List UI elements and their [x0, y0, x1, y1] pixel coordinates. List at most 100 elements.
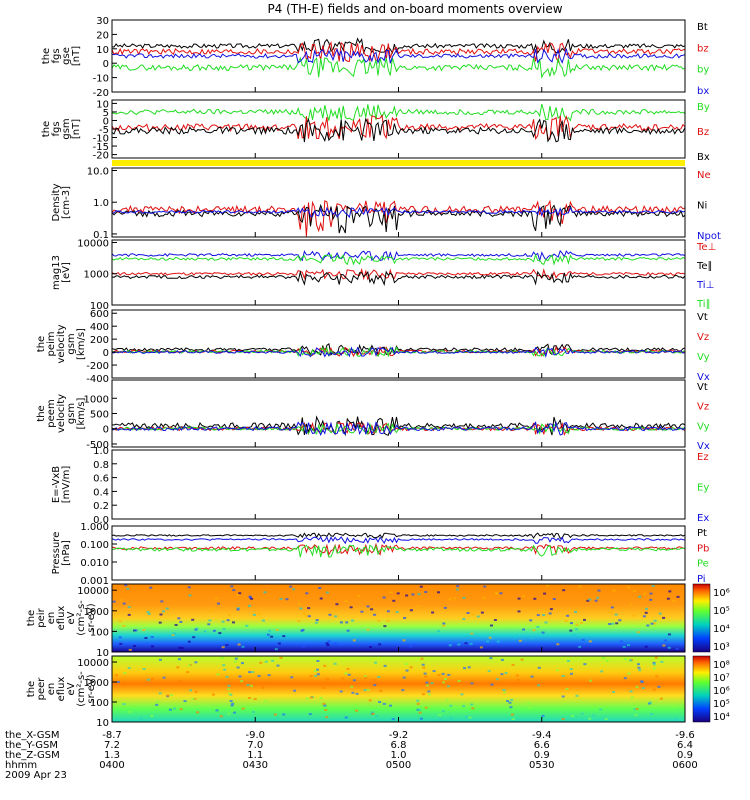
- heatmap-speck: [314, 621, 318, 624]
- heatmap-speck: [588, 717, 592, 720]
- heatmap-speck: [382, 702, 386, 705]
- heatmap-speck: [467, 666, 471, 669]
- heatmap-speck: [377, 619, 381, 622]
- panel-frame: [111, 379, 686, 448]
- heatmap-speck: [304, 614, 308, 617]
- heatmap-speck: [581, 638, 585, 641]
- y-axis-label-line: E=-VxB: [51, 466, 62, 503]
- heatmap-speck: [119, 620, 123, 623]
- heatmap-speck: [422, 666, 426, 669]
- heatmap-speck: [144, 637, 148, 639]
- y-axis-label-line: the: [26, 610, 37, 626]
- heatmap-speck: [189, 689, 193, 692]
- heatmap-speck: [231, 702, 235, 705]
- heatmap-speck: [386, 620, 390, 622]
- heatmap-speck: [427, 693, 431, 696]
- heatmap-speck: [207, 623, 211, 626]
- heatmap-speck: [438, 714, 442, 717]
- heatmap-speck: [325, 642, 329, 645]
- heatmap-speck: [423, 672, 427, 675]
- heatmap-speck: [250, 684, 253, 687]
- y-axis-label-line: sr-eV): [86, 674, 97, 703]
- footer-value: -9.0: [245, 730, 265, 741]
- series-line-By: [111, 103, 686, 122]
- heatmap-speck: [297, 602, 301, 605]
- heatmap-speck: [122, 602, 126, 605]
- legend-entry-Ti∥: Ti∥: [696, 299, 711, 310]
- heatmap-speck: [574, 611, 577, 613]
- heatmap-speck: [279, 597, 283, 600]
- heatmap-speck: [561, 718, 565, 721]
- heatmap-speck: [653, 619, 657, 622]
- footer-value: 0600: [672, 760, 697, 771]
- heatmap-speck: [247, 697, 251, 699]
- heatmap-speck: [552, 598, 556, 600]
- heatmap-speck: [194, 661, 198, 664]
- y-axis-label-line: [cm-3]: [61, 186, 72, 219]
- heatmap-speck: [230, 704, 234, 707]
- heatmap-speck: [273, 713, 277, 716]
- footer-value: 6.8: [391, 740, 407, 751]
- heatmap-speck: [344, 716, 348, 719]
- heatmap-speck: [370, 608, 374, 611]
- heatmap-speck: [233, 660, 237, 663]
- heatmap-speck: [192, 636, 196, 639]
- legend-entry-Te∥: Te∥: [696, 261, 713, 272]
- heatmap-speck: [627, 644, 630, 647]
- heatmap-speck: [355, 709, 359, 712]
- heatmap-speck: [127, 666, 131, 669]
- heatmap-speck: [417, 605, 421, 608]
- heatmap-speck: [315, 619, 319, 622]
- footer-value: 0.9: [677, 750, 693, 761]
- y-axis-label-line: the: [26, 681, 37, 697]
- heatmap-speck: [172, 632, 176, 635]
- heatmap-speck: [471, 613, 475, 616]
- heatmap-speck: [462, 705, 466, 708]
- heatmap-speck: [325, 591, 329, 594]
- heatmap-speck: [349, 606, 353, 609]
- heatmap-speck: [250, 597, 254, 600]
- heatmap-speck: [119, 599, 123, 602]
- heatmap-speck: [564, 619, 568, 622]
- heatmap-speck: [487, 670, 491, 673]
- y-axis-label: the peer en eflux eV (cm²-s-sr-eV): [26, 671, 97, 707]
- heatmap-speck: [236, 666, 240, 669]
- heatmap-peer-eflux: [112, 656, 685, 722]
- legend-entry-Ni: Ni: [697, 201, 707, 212]
- heatmap-speck: [396, 592, 400, 595]
- heatmap-speck: [155, 703, 159, 706]
- heatmap-speck: [215, 709, 219, 712]
- heatmap-speck: [591, 643, 595, 646]
- heatmap-speck: [580, 712, 584, 715]
- heatmap-speck: [634, 714, 638, 717]
- y-axis-label: the peim velocity gsm [km/s]: [36, 324, 87, 363]
- heatmap-speck: [339, 621, 343, 624]
- heatmap-speck: [158, 621, 162, 624]
- heatmap-speck: [644, 611, 648, 614]
- heatmap-speck: [276, 664, 280, 667]
- legend-entry-Pt: Pt: [697, 528, 707, 539]
- heatmap-speck: [147, 612, 151, 615]
- heatmap-speck: [495, 678, 499, 681]
- heatmap-speck: [377, 676, 381, 678]
- heatmap-speck: [570, 672, 573, 675]
- heatmap-speck: [462, 596, 466, 599]
- series-line-Bz: [111, 114, 686, 140]
- heatmap-speck: [171, 634, 175, 637]
- y-tick-label: 1000: [84, 607, 109, 618]
- panel-frame: [111, 525, 686, 581]
- y-tick-label: 0.100: [80, 540, 109, 551]
- heatmap-speck: [650, 622, 654, 625]
- heatmap-speck: [536, 625, 540, 628]
- heatmap-speck: [650, 713, 654, 715]
- heatmap-speck: [425, 681, 429, 684]
- heatmap-speck: [421, 693, 425, 696]
- heatmap-speck: [241, 707, 245, 710]
- heatmap-speck: [638, 669, 642, 672]
- heatmap-speck: [629, 659, 633, 662]
- heatmap-speck: [179, 620, 183, 623]
- footer-value: 0400: [99, 760, 124, 771]
- heatmap-speck: [241, 645, 245, 648]
- heatmap-speck: [564, 704, 568, 707]
